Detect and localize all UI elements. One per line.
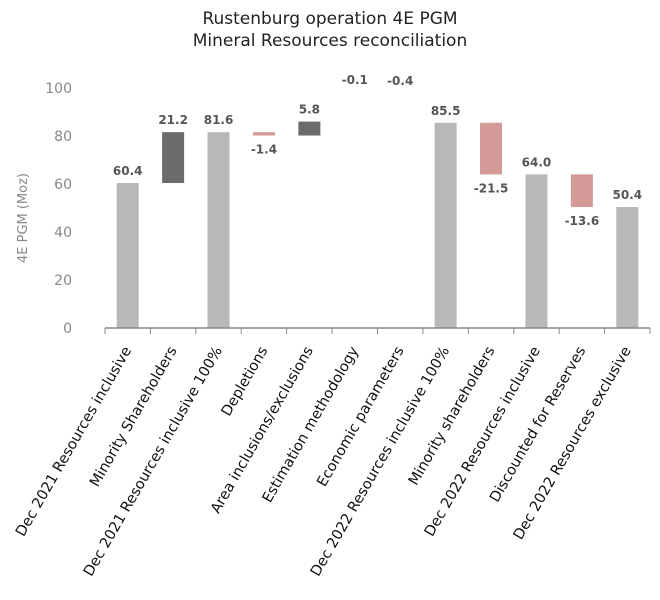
data-label: 50.4 bbox=[612, 188, 642, 202]
y-tick-label: 0 bbox=[63, 321, 72, 337]
y-tick-label: 60 bbox=[54, 177, 72, 193]
bar-total bbox=[207, 132, 230, 328]
bar-total bbox=[116, 183, 139, 328]
chart-subtitle: Mineral Resources reconciliation bbox=[192, 31, 468, 51]
data-label: 64.0 bbox=[522, 155, 552, 169]
data-label: -13.6 bbox=[565, 214, 600, 228]
data-label: -0.4 bbox=[387, 74, 413, 88]
data-label: -0.1 bbox=[342, 73, 368, 87]
y-tick-label: 20 bbox=[54, 273, 72, 289]
x-tick-label: Economic parameters bbox=[314, 344, 407, 490]
x-tick-label: Depletions bbox=[219, 344, 272, 419]
data-label: 5.8 bbox=[299, 103, 320, 117]
data-label: -21.5 bbox=[474, 181, 509, 195]
x-tick-label: Minority shareholders bbox=[406, 344, 499, 488]
chart-title: Rustenburg operation 4E PGM bbox=[202, 9, 458, 29]
bar-decrease bbox=[570, 174, 593, 208]
y-tick-label: 40 bbox=[54, 225, 72, 241]
bar-decrease bbox=[480, 122, 503, 175]
data-label: 81.6 bbox=[204, 113, 234, 127]
bar-increase bbox=[298, 121, 321, 136]
bar-total bbox=[434, 122, 457, 328]
x-tick-label: Minority Shareholders bbox=[87, 344, 180, 490]
bar-increase bbox=[162, 132, 185, 184]
y-axis-title: 4E PGM (Moz) bbox=[16, 173, 31, 263]
bar-total bbox=[525, 174, 548, 328]
bar-decrease bbox=[252, 132, 275, 136]
data-label: 21.2 bbox=[158, 113, 188, 127]
y-tick-label: 100 bbox=[45, 81, 72, 97]
data-label: -1.4 bbox=[251, 143, 277, 157]
y-tick-label: 80 bbox=[54, 129, 72, 145]
bar-total bbox=[616, 207, 639, 328]
data-label: 60.4 bbox=[113, 164, 143, 178]
data-label: 85.5 bbox=[431, 104, 461, 118]
